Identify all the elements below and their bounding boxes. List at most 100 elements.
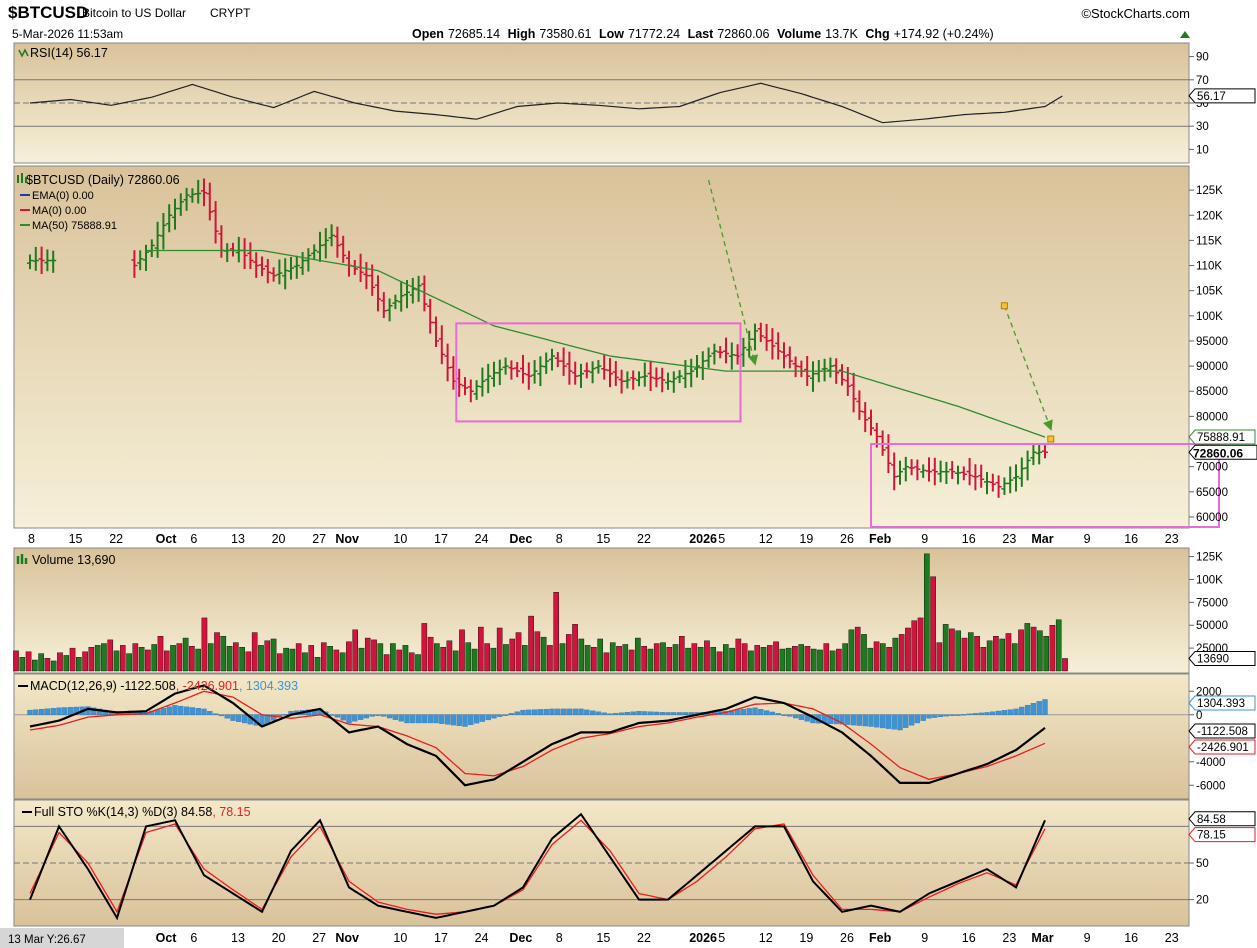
macd-hist-bar xyxy=(44,708,51,715)
macd-hist-bar xyxy=(230,714,236,721)
volume-bar xyxy=(264,640,271,672)
volume-bar xyxy=(647,648,654,672)
macd-hist-bar xyxy=(607,713,613,715)
price-tick-label: 85000 xyxy=(1196,386,1228,398)
x-axis-label: 12 xyxy=(759,931,773,945)
cursor-readout: 13 Mar Y:26.67 xyxy=(8,934,86,946)
macd-hist-bar xyxy=(375,714,381,716)
ma50-value-tag-box xyxy=(1188,429,1256,445)
rsi-value-tag: 56.17 xyxy=(1197,91,1226,103)
macd-tick-label: -6000 xyxy=(1196,780,1225,792)
macd-hist-bar xyxy=(636,711,642,715)
macd-hist-bar xyxy=(903,714,909,728)
x-axis-label: 9 xyxy=(1084,931,1091,945)
sto-d-line xyxy=(29,819,1046,915)
volume-bar xyxy=(496,627,503,672)
price-tick-label: 60000 xyxy=(1196,512,1228,524)
volume-bar xyxy=(220,636,227,672)
macd-hist-bar xyxy=(473,714,480,724)
volume-bar xyxy=(729,647,735,672)
volume-bar xyxy=(358,647,365,672)
macd-hist-bar xyxy=(613,712,619,715)
volume-bar xyxy=(119,645,126,672)
volume-bar xyxy=(82,651,88,672)
ohlc-readout: Open 72685.14 High 73580.61 Low 71772.24 La… xyxy=(412,27,994,41)
x-axis-label: 19 xyxy=(799,532,813,546)
macd-hist-bar xyxy=(618,712,625,715)
x-axis-label: 5 xyxy=(718,532,725,546)
volume-bar xyxy=(1037,630,1043,672)
macd-hist-bar xyxy=(334,714,341,718)
volume-bar xyxy=(1049,625,1056,672)
volume-bar xyxy=(245,651,252,672)
macd-hist-bar xyxy=(908,714,915,726)
volume-title: Volume 13,690 xyxy=(32,553,115,567)
last-price-tag-box xyxy=(1188,444,1257,460)
volume-bar xyxy=(679,636,685,672)
x-axis-label: 22 xyxy=(637,532,651,546)
x-axis-label: 9 xyxy=(921,931,928,945)
volume-bar xyxy=(635,637,641,672)
macd-hist-bar xyxy=(665,712,671,715)
volume-bar xyxy=(170,645,176,672)
sto-k-line xyxy=(29,812,1046,921)
volume-bar xyxy=(798,644,804,672)
volume-bar xyxy=(660,642,666,672)
macd-hist-bar xyxy=(932,714,938,718)
volume-bar xyxy=(942,624,949,672)
x-axis-label: Mar xyxy=(1031,532,1053,546)
macd-hist-bar xyxy=(555,708,561,715)
macd-hist-bar xyxy=(839,714,845,725)
macd-hist-bar xyxy=(392,714,399,720)
macd-hist-bar xyxy=(798,714,805,720)
volume-bar xyxy=(138,647,145,672)
macd-hist-bar xyxy=(659,712,665,715)
x-axis-label: 23 xyxy=(1002,931,1016,945)
volume-bar xyxy=(810,648,817,672)
volume-bar xyxy=(182,637,189,672)
volume-bar xyxy=(848,629,855,672)
macd-hist-bar xyxy=(549,708,555,715)
x-axis-label: 19 xyxy=(799,931,813,945)
volume-bar xyxy=(57,652,63,672)
volume-bar xyxy=(892,637,899,672)
volume-bar xyxy=(446,640,453,672)
volume-bar xyxy=(622,644,629,672)
macd-hist-bar xyxy=(91,707,97,715)
macd-hist-bar xyxy=(676,712,683,715)
price-tick-label: 100K xyxy=(1196,311,1223,323)
volume-bar xyxy=(214,632,220,672)
macd-hist-bar xyxy=(740,708,747,715)
x-axis-label: 20 xyxy=(272,931,286,945)
volume-bar xyxy=(239,647,245,672)
macd-hist-bar xyxy=(972,713,979,715)
x-axis-label: Oct xyxy=(156,931,178,945)
x-axis-label: 8 xyxy=(556,931,563,945)
volume-bar xyxy=(974,636,980,672)
volume-bar xyxy=(936,642,943,672)
macd-hist-bar xyxy=(1036,701,1042,715)
macd-hist-bar xyxy=(427,714,433,724)
volume-bar xyxy=(76,657,82,672)
volume-bar xyxy=(63,655,70,672)
volume-bar xyxy=(792,646,798,672)
volume-bar xyxy=(842,643,848,672)
x-axis-label: 15 xyxy=(69,532,83,546)
volume-bar xyxy=(452,650,459,672)
macd-hist-bar xyxy=(178,705,184,715)
macd-hist-bar xyxy=(966,713,973,715)
volume-bar xyxy=(967,632,974,672)
macd-hist-bar xyxy=(624,712,631,715)
price-tick-label: 115K xyxy=(1196,235,1222,247)
volume-bar xyxy=(559,643,566,672)
volume-bar xyxy=(478,626,484,672)
x-axis-label: 15 xyxy=(596,532,610,546)
volume-bar xyxy=(390,643,396,672)
volume-bar xyxy=(735,638,742,672)
volume-bar xyxy=(1062,658,1068,672)
legend-ema: EMA(0) 0.00 xyxy=(32,190,94,202)
volume-bar xyxy=(578,638,585,672)
macd-hist-tag-box xyxy=(1188,695,1256,711)
macd-hist-bar xyxy=(734,709,741,715)
